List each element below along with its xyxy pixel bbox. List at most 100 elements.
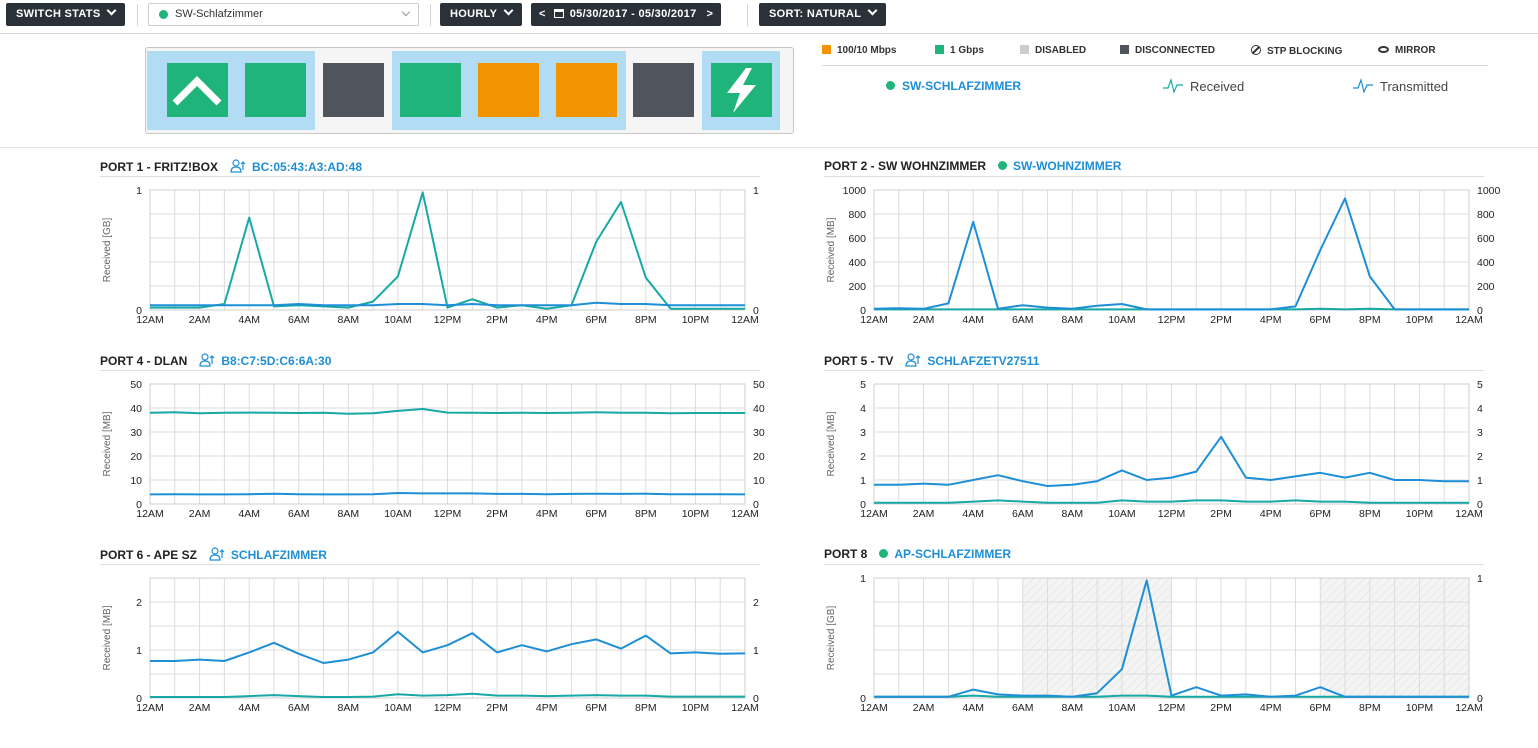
x-tick-label: 6PM	[585, 702, 607, 714]
port-2[interactable]	[245, 63, 306, 117]
y-tick-label: 40	[130, 403, 142, 415]
next-date-button[interactable]: >	[706, 8, 714, 20]
calendar-icon	[553, 9, 564, 18]
x-tick-label: 8PM	[635, 314, 657, 326]
x-tick-label: 2AM	[189, 314, 211, 326]
series-line-received[interactable]	[150, 191, 745, 310]
y2-tick-label: 50	[753, 379, 765, 391]
client-link[interactable]: SCHLAFZIMMER	[230, 548, 327, 562]
port-title: PORT 1 - FRITZ!BOX	[100, 160, 218, 174]
received-legend[interactable]: Received	[1162, 77, 1244, 94]
series-line-transmitted[interactable]	[874, 435, 1469, 487]
x-tick-label: 6AM	[288, 702, 310, 714]
x-tick-label: 6AM	[1012, 702, 1034, 714]
port-5[interactable]	[478, 63, 539, 117]
x-tick-label: 6PM	[1309, 702, 1331, 714]
port-4[interactable]	[400, 63, 461, 117]
x-tick-label: 12AM	[731, 314, 758, 326]
switch-stats-button[interactable]: SWITCH STATS	[6, 3, 126, 26]
x-tick-label: 6AM	[1012, 314, 1034, 326]
client-link[interactable]: SCHLAFZETV27511	[927, 354, 1040, 368]
dark-swatch-icon	[1120, 45, 1129, 54]
port-title: PORT 8	[824, 547, 868, 561]
y-tick-label: 1000	[843, 185, 867, 197]
port-6[interactable]	[556, 63, 617, 117]
legend-label: 100/10 Mbps	[837, 45, 897, 56]
x-tick-label: 6PM	[1309, 314, 1331, 326]
port-chart: PORT 8 AP-SCHLAFZIMMER 1 0 1 0 12AM 2AM 4AM 6AM 8A…	[824, 547, 1504, 732]
series-line-received[interactable]	[874, 499, 1469, 504]
switch-stats-label: SWITCH STATS	[16, 8, 101, 20]
port-8[interactable]	[711, 63, 772, 117]
divider	[430, 4, 431, 26]
y-axis-label: Received [MB]	[102, 411, 113, 476]
sort-button[interactable]: SORT: NATURAL	[759, 3, 887, 26]
client-link[interactable]: SW-WOHNZIMMER	[1013, 159, 1122, 173]
x-tick-label: 12AM	[1455, 508, 1482, 520]
x-tick-label: 4PM	[536, 314, 558, 326]
x-tick-label: 8PM	[1359, 508, 1381, 520]
port-chart: PORT 4 - DLAN B8:C7:5D:C6:6A:30 50 40 30 20 10…	[100, 353, 780, 538]
y2-tick-label: 0	[753, 499, 759, 511]
x-tick-label: 10AM	[384, 508, 411, 520]
x-tick-label: 12PM	[1158, 314, 1185, 326]
gray-swatch-icon	[1020, 45, 1029, 54]
x-tick-label: 4PM	[1260, 314, 1282, 326]
legend-label: DISABLED	[1035, 45, 1087, 56]
x-tick-label: 6AM	[288, 314, 310, 326]
y2-tick-label: 3	[1477, 427, 1483, 439]
y-tick-label: 800	[848, 209, 866, 221]
legend-item: DISABLED	[1020, 45, 1086, 56]
port-1[interactable]	[167, 63, 228, 117]
green-swatch-icon	[935, 45, 944, 54]
x-tick-label: 4AM	[962, 314, 984, 326]
legend-item: 100/10 Mbps	[822, 45, 896, 56]
port-7[interactable]	[633, 63, 694, 117]
x-tick-label: 8AM	[338, 702, 360, 714]
x-tick-label: 12AM	[1455, 314, 1482, 326]
series-line-transmitted[interactable]	[150, 301, 745, 307]
x-tick-label: 10AM	[1108, 314, 1135, 326]
series-line-received[interactable]	[150, 692, 745, 698]
transmitted-legend[interactable]: Transmitted	[1352, 77, 1448, 94]
legend-label: MIRROR	[1395, 45, 1436, 56]
device-select[interactable]: SW-Schlafzimmer	[148, 3, 419, 26]
y-tick-label: 0	[136, 305, 142, 317]
series-line-transmitted[interactable]	[150, 630, 746, 664]
date-range-label[interactable]: 05/30/2017 - 05/30/2017	[569, 8, 697, 20]
y2-tick-label: 0	[753, 305, 759, 317]
series-line-transmitted[interactable]	[149, 492, 746, 496]
x-tick-label: 10PM	[1406, 702, 1433, 714]
device-name-label: SW-SCHLAFZIMMER	[902, 79, 1022, 93]
eye-icon	[1378, 46, 1389, 53]
client-link[interactable]: BC:05:43:A3:AD:48	[252, 160, 363, 174]
x-tick-label: 10AM	[1108, 702, 1135, 714]
series-line-received[interactable]	[149, 408, 745, 415]
x-tick-label: 12PM	[434, 508, 461, 520]
x-tick-label: 4AM	[962, 702, 984, 714]
x-tick-label: 2PM	[486, 702, 508, 714]
client-link[interactable]: B8:C7:5D:C6:6A:30	[221, 354, 332, 368]
series-line-transmitted[interactable]	[874, 579, 1469, 698]
x-tick-label: 8PM	[635, 702, 657, 714]
x-tick-label: 12AM	[860, 508, 887, 520]
port-title: PORT 6 - APE SZ	[100, 548, 197, 562]
user-uplink-icon	[230, 159, 246, 173]
sort-label: SORT: NATURAL	[769, 8, 862, 20]
y2-tick-label: 1000	[1477, 185, 1501, 197]
port-chart: PORT 5 - TV SCHLAFZETV27511 5 4 3 2 1 0 5 4 3 2 1 0 12…	[824, 353, 1504, 538]
y-axis-label: Received [MB]	[826, 411, 837, 476]
x-tick-label: 4AM	[238, 702, 260, 714]
series-line-transmitted[interactable]	[873, 197, 1469, 311]
prev-date-button[interactable]: <	[539, 8, 546, 20]
y2-tick-label: 0	[1477, 499, 1483, 511]
port-3[interactable]	[323, 63, 384, 117]
x-tick-label: 12AM	[136, 314, 163, 326]
client-link[interactable]: AP-SCHLAFZIMMER	[894, 547, 1011, 561]
chart-header: PORT 1 - FRITZ!BOX BC:05:43:A3:AD:48	[100, 159, 760, 177]
interval-button[interactable]: HOURLY	[440, 3, 523, 26]
legend-item: 1 Gbps	[935, 45, 984, 56]
